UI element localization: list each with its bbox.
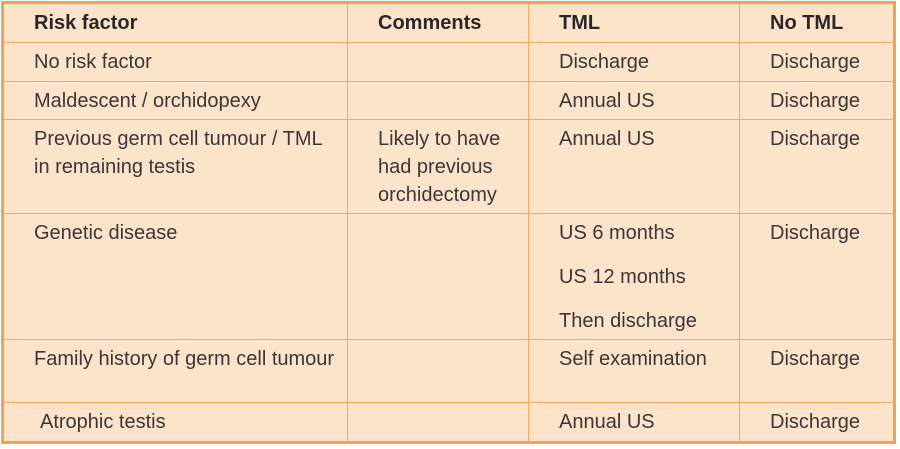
header-row: Risk factor Comments TML No TML [2,2,895,43]
tml-instruction: Discharge [559,51,650,73]
table-row: No risk factor Discharge Discharge [2,42,895,82]
cell-no-tml: Discharge [739,402,895,443]
tml-instruction: US 6 months [559,222,675,244]
cell-risk-factor: Family history of germ cell tumour [2,339,348,403]
tml-instruction: Self examination [559,348,707,370]
tml-instruction: Annual US [559,90,655,112]
cell-risk-factor: Previous germ cell tumour / TML in remai… [2,119,348,214]
cell-no-tml: Discharge [739,119,895,214]
cell-risk-factor: No risk factor [2,42,348,82]
cell-comments [347,402,529,443]
cell-no-tml: Discharge [739,339,895,403]
tml-instruction: Annual US [559,411,655,433]
cell-comments [347,81,529,120]
cell-tml: US 6 months US 12 months Then discharge [528,213,740,340]
table-row: Genetic disease US 6 months US 12 months Th… [2,213,895,340]
cell-risk-factor: Maldescent / orchidopexy [2,81,348,120]
cell-tml: Discharge [528,42,740,82]
cell-tml: Self examination [528,339,740,403]
table-header: Risk factor Comments TML No TML [2,2,895,43]
table-row: Atrophic testis Annual US Discharge [2,402,895,443]
cell-risk-factor: Atrophic testis [2,402,348,443]
cell-comments [347,42,529,82]
cell-risk-factor: Genetic disease [2,213,348,340]
cell-no-tml: Discharge [739,81,895,120]
cell-tml: Annual US [528,119,740,214]
header-risk-factor: Risk factor [2,2,348,43]
tml-instruction: Annual US [559,128,655,150]
table-row: Family history of germ cell tumour Self e… [2,339,895,403]
cell-comments: Likely to have had previous orchidectomy [347,119,529,214]
cell-comments [347,339,529,403]
table-row: Previous germ cell tumour / TML in remai… [2,119,895,214]
table-body: No risk factor Discharge Discharge Maldesce… [2,42,895,443]
tml-instruction: Then discharge [559,310,697,332]
cell-no-tml: Discharge [739,213,895,340]
cell-no-tml: Discharge [739,42,895,82]
cell-tml: Annual US [528,81,740,120]
tml-instruction: US 12 months [559,266,686,288]
cell-comments [347,213,529,340]
table-row: Maldescent / orchidopexy Annual US Dischar… [2,81,895,120]
cell-tml: Annual US [528,402,740,443]
header-no-tml: No TML [739,2,895,43]
header-tml: TML [528,2,740,43]
header-comments: Comments [347,2,529,43]
